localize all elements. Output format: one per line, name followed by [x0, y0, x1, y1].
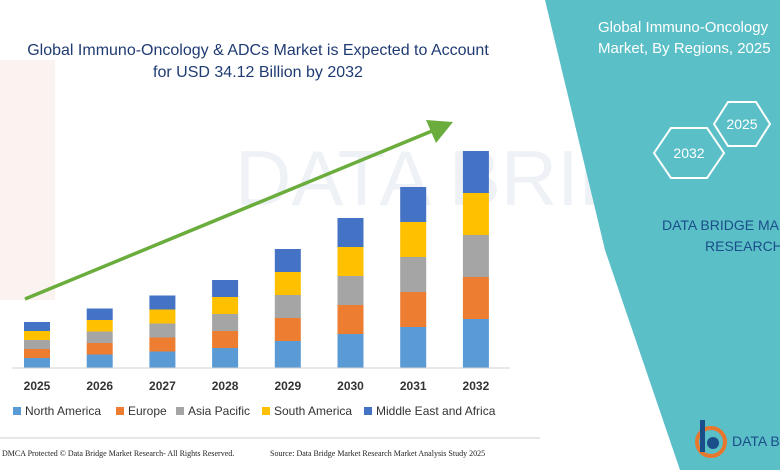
legend-swatch [364, 407, 372, 415]
growth-arrow-line [24, 129, 433, 301]
growth-arrow [24, 120, 453, 301]
legend-swatch [116, 407, 124, 415]
bar-2032-europe [462, 277, 489, 319]
footer-source: Source: Data Bridge Market Research Mark… [270, 449, 485, 458]
bar-2027-middle-east-and-africa [149, 295, 176, 310]
bar-2030-north-america [337, 334, 364, 368]
hexagon-2032 [652, 127, 726, 179]
bar-2025-north-america [24, 358, 50, 368]
x-tick-label: 2030 [337, 379, 364, 393]
bar-2032-north-america [462, 319, 489, 368]
side-panel-brand-line2: RESEARCH [705, 238, 780, 254]
hex-2025-label: 2025 [726, 116, 757, 132]
side-panel-title-line2: Market, By Regions, 2025 [598, 40, 771, 57]
bar-2030-europe [337, 305, 364, 334]
bar-2031-asia-pacific [400, 257, 427, 292]
legend-swatch [262, 407, 270, 415]
hex-2032-label: 2032 [673, 145, 704, 161]
bar-2030-middle-east-and-africa [337, 218, 364, 247]
legend: North America Europe Asia Pacific South Ame… [13, 404, 496, 418]
side-panel: Global Immuno-Oncology Market, By Region… [545, 0, 780, 470]
bar-2029-north-america [274, 341, 301, 368]
bar-2028-asia-pacific [212, 314, 239, 331]
bar-2031-north-america [400, 327, 427, 368]
bar-2029-south-america [274, 272, 301, 295]
legend-label: North America [25, 404, 101, 418]
bar-2029-europe [274, 318, 301, 341]
side-panel-title-line1: Global Immuno-Oncology [598, 19, 769, 36]
data-bridge-logo-icon [695, 420, 727, 458]
legend-label: South America [274, 404, 352, 418]
data-bridge-logo: DATA B [695, 420, 780, 458]
x-tick-label: 2031 [400, 379, 427, 393]
stacked-bars [24, 151, 489, 368]
legend-label: Asia Pacific [188, 404, 250, 418]
bar-2026-south-america [86, 320, 113, 332]
chart-title-line1: Global Immuno-Oncology & ADCs Market is … [27, 42, 489, 59]
bar-2032-middle-east-and-africa [462, 151, 489, 193]
bar-2025-asia-pacific [24, 340, 50, 349]
bar-2028-north-america [212, 348, 239, 368]
bar-2026-europe [86, 343, 113, 355]
bar-2028-europe [212, 331, 239, 348]
bar-2028-south-america [212, 297, 239, 314]
bar-2031-europe [400, 292, 427, 327]
legend-label: Europe [128, 404, 167, 418]
bar-2030-asia-pacific [337, 276, 364, 305]
x-tick-label: 2028 [212, 379, 239, 393]
bar-2031-south-america [400, 222, 427, 257]
bar-2025-europe [24, 349, 50, 358]
bar-2027-north-america [149, 351, 176, 368]
x-tick-label: 2026 [86, 379, 113, 393]
bar-2027-europe [149, 337, 176, 352]
x-axis-labels: 2025 2026 2027 2028 2029 2030 2031 2032 [24, 379, 490, 393]
bar-2029-asia-pacific [274, 295, 301, 318]
x-tick-label: 2032 [463, 379, 490, 393]
bar-2025-middle-east-and-africa [24, 322, 50, 331]
legend-swatch [176, 407, 184, 415]
bar-2032-south-america [462, 193, 489, 235]
bar-2027-south-america [149, 309, 176, 324]
growth-arrow-head [426, 120, 453, 143]
bar-2025-south-america [24, 331, 50, 340]
bar-2028-middle-east-and-africa [212, 280, 239, 297]
x-tick-label: 2027 [149, 379, 176, 393]
bar-2026-asia-pacific [86, 331, 113, 343]
hexagon-2025 [712, 101, 772, 147]
watermark-shape [0, 60, 55, 300]
side-panel-background [545, 0, 780, 470]
bar-2026-middle-east-and-africa [86, 308, 113, 320]
bar-2027-asia-pacific [149, 323, 176, 338]
logo-text: DATA B [732, 433, 780, 449]
bar-2032-asia-pacific [462, 235, 489, 277]
bar-2029-middle-east-and-africa [274, 249, 301, 272]
legend-label: Middle East and Africa [376, 404, 496, 418]
x-tick-label: 2025 [24, 379, 51, 393]
chart-title-line2: for USD 34.12 Billion by 2032 [153, 64, 363, 81]
legend-swatch [13, 407, 21, 415]
bar-2031-middle-east-and-africa [400, 187, 427, 222]
x-tick-label: 2029 [274, 379, 301, 393]
footer-copyright: DMCA Protected © Data Bridge Market Rese… [2, 449, 234, 458]
side-panel-brand-line1: DATA BRIDGE MA [662, 217, 780, 233]
bar-2030-south-america [337, 247, 364, 276]
bar-2026-north-america [86, 354, 113, 368]
